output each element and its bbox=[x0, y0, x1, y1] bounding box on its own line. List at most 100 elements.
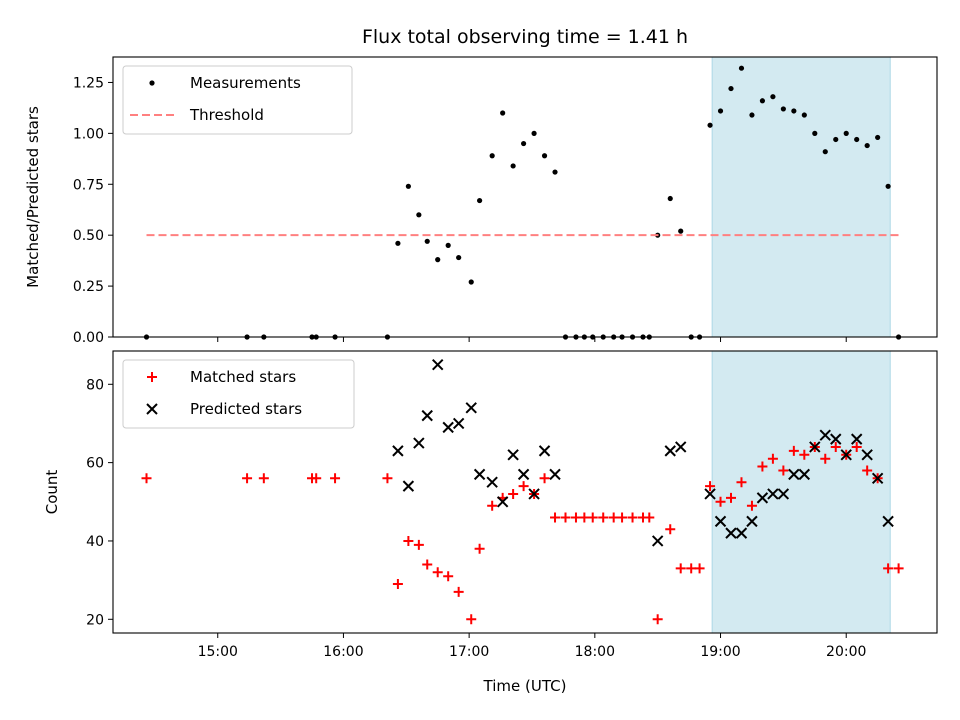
x-axis-label: Time (UTC) bbox=[483, 677, 567, 695]
measurement-point bbox=[424, 238, 430, 244]
measurement-point bbox=[468, 279, 474, 285]
bottom-legend-box bbox=[122, 359, 355, 429]
matched-star-point bbox=[705, 481, 716, 492]
top-y-axis-label: Matched/Predicted stars bbox=[24, 106, 42, 288]
predicted-star-point bbox=[465, 402, 477, 414]
matched-star-point bbox=[311, 473, 322, 484]
predicted-star-point bbox=[651, 535, 664, 547]
y-tick-label: 20 bbox=[86, 612, 104, 628]
y-tick-label: 0.75 bbox=[73, 177, 104, 193]
predicted-star-point bbox=[549, 468, 561, 481]
predicted-star-point bbox=[413, 437, 425, 449]
legend-x-symbol bbox=[146, 403, 158, 415]
bottom-legend: Matched stars Predicted stars bbox=[122, 359, 355, 429]
predicted-star-point bbox=[850, 433, 863, 445]
measurement-point bbox=[843, 130, 849, 136]
measurement-point bbox=[552, 169, 558, 175]
y-tick-label: 80 bbox=[86, 377, 104, 393]
matched-star-point bbox=[413, 539, 424, 550]
top-legend-symbols bbox=[130, 80, 174, 116]
matched-star-point bbox=[518, 481, 529, 492]
measurement-point bbox=[435, 257, 441, 263]
measurement-point bbox=[780, 106, 786, 112]
predicted-star-point bbox=[756, 492, 769, 504]
predicted-star-point bbox=[538, 445, 551, 457]
bottom-axes-frame bbox=[112, 350, 938, 634]
predicted-star-point bbox=[882, 515, 894, 528]
count-panel: 20 40 60 80 15:00 16:00 17:00 18:00 19:00 20:00 T… bbox=[43, 350, 938, 695]
legend-dot-symbol bbox=[149, 80, 155, 86]
measurement-point bbox=[738, 65, 745, 71]
predicted-star-point bbox=[496, 496, 509, 508]
matched-star-point bbox=[675, 563, 686, 574]
matched-star-point bbox=[508, 488, 519, 499]
measurement-point bbox=[489, 153, 495, 159]
matched-star-point bbox=[579, 512, 590, 523]
predicted-star-point bbox=[675, 441, 687, 453]
predicted-star-point bbox=[402, 480, 415, 492]
predicted-star-point bbox=[871, 472, 884, 484]
matched-star-point bbox=[851, 441, 862, 452]
measurement-point bbox=[885, 183, 891, 189]
top-axis-ticks: 0.00 0.25 0.50 0.75 1.00 1.25 bbox=[73, 75, 847, 346]
matched-star-point bbox=[830, 441, 841, 452]
x-tick-label: 18:00 bbox=[575, 644, 615, 660]
bottom-axis-ticks: 20 40 60 80 15:00 16:00 17:00 18:00 19:00 20:00 bbox=[86, 377, 866, 660]
measurement-point bbox=[510, 163, 516, 169]
predicted-star-point bbox=[840, 449, 852, 461]
matched-star-point bbox=[715, 496, 726, 507]
top-legend: Measurements Threshold bbox=[122, 65, 353, 135]
matched-star-point bbox=[694, 563, 705, 574]
matched-star-point bbox=[550, 512, 561, 523]
matched-star-point bbox=[617, 512, 628, 523]
matched-star-point bbox=[453, 586, 464, 597]
legend-predicted-stars-label: Predicted stars bbox=[190, 400, 302, 418]
bottom-y-axis-label: Count bbox=[43, 470, 61, 515]
measurement-point bbox=[801, 112, 807, 118]
measurement-point bbox=[416, 212, 422, 218]
predicted-star-point bbox=[746, 515, 758, 528]
measurement-point bbox=[500, 110, 506, 116]
y-tick-label: 1.00 bbox=[73, 126, 104, 142]
matched-star-point bbox=[644, 512, 655, 523]
measurement-point bbox=[707, 122, 713, 128]
measurement-point bbox=[541, 153, 548, 159]
matched-star-point bbox=[788, 445, 799, 456]
measurement-point bbox=[445, 242, 451, 248]
predicted-star-point bbox=[777, 488, 790, 500]
matched-star-point bbox=[778, 465, 789, 476]
predicted-star-point bbox=[819, 429, 831, 441]
matched-star-point bbox=[443, 571, 454, 582]
matched-star-point bbox=[767, 453, 778, 464]
measurement-point bbox=[405, 183, 411, 189]
measurement-point bbox=[749, 112, 755, 118]
predicted-star-point bbox=[528, 488, 540, 500]
legend-measurements-label: Measurements bbox=[190, 74, 301, 92]
predicted-star-point bbox=[704, 488, 716, 500]
predicted-star-point bbox=[517, 468, 530, 481]
matched-star-point bbox=[587, 512, 598, 523]
measurement-point bbox=[520, 140, 527, 147]
measurement-point bbox=[531, 130, 537, 136]
matched-star-point bbox=[820, 453, 831, 464]
x-tick-label: 19:00 bbox=[700, 644, 740, 660]
y-tick-label: 60 bbox=[86, 456, 104, 472]
legend-threshold-label: Threshold bbox=[189, 106, 264, 124]
y-tick-label: 0.25 bbox=[73, 279, 104, 295]
predicted-star-point bbox=[809, 441, 821, 453]
matched-star-point bbox=[862, 465, 873, 476]
predicted-star-point bbox=[798, 468, 811, 481]
bottom-legend-symbols bbox=[146, 372, 158, 415]
matched-star-point bbox=[608, 512, 619, 523]
measurement-point bbox=[395, 240, 401, 246]
matched-star-point bbox=[627, 512, 638, 523]
predicted-star-point bbox=[714, 515, 727, 528]
matched-star-point bbox=[141, 473, 152, 484]
measurement-point bbox=[667, 195, 673, 202]
matched-star-point bbox=[403, 535, 414, 546]
predicted-star-point bbox=[788, 468, 800, 481]
matched-star-point bbox=[725, 492, 736, 503]
matched-star-point bbox=[598, 512, 609, 523]
matched-star-point bbox=[686, 563, 697, 574]
